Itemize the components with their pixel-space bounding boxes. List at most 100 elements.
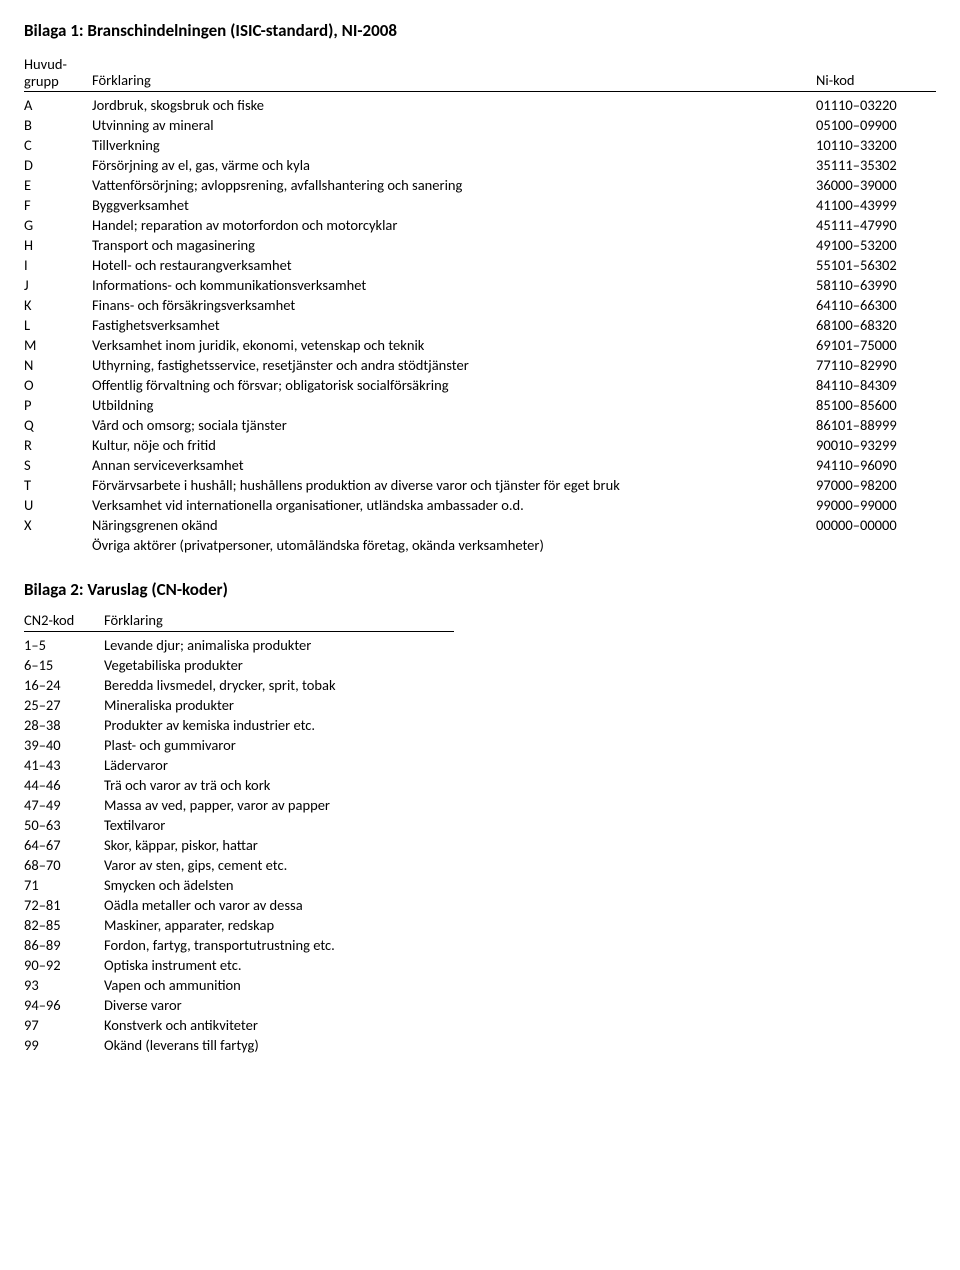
table-row: IHotell- och restaurangverksamhet55101–5… [24, 255, 936, 275]
bilaga2-code-cell: 28–38 [24, 715, 104, 735]
bilaga1-nikod-cell: 64110–66300 [816, 295, 936, 315]
table-row: 16–24Beredda livsmedel, drycker, sprit, … [24, 675, 454, 695]
bilaga1-desc-cell: Vattenförsörjning; avloppsrening, avfall… [92, 175, 816, 195]
table-row: 44–46Trä och varor av trä och kork [24, 775, 454, 795]
bilaga2-code-cell: 68–70 [24, 855, 104, 875]
table-row: 68–70Varor av sten, gips, cement etc. [24, 855, 454, 875]
bilaga1-code-cell: G [24, 215, 92, 235]
bilaga2-col1-header: CN2-kod [24, 610, 104, 632]
bilaga1-code-cell: D [24, 155, 92, 175]
table-row: RKultur, nöje och fritid90010–93299 [24, 435, 936, 455]
bilaga2-desc-cell: Textilvaror [104, 815, 454, 835]
bilaga1-code-cell [24, 535, 92, 555]
bilaga1-desc-cell: Fastighetsverksamhet [92, 315, 816, 335]
bilaga2-desc-cell: Vapen och ammunition [104, 975, 454, 995]
bilaga2-desc-cell: Levande djur; animaliska produkter [104, 632, 454, 656]
bilaga2-code-cell: 86–89 [24, 935, 104, 955]
bilaga1-col1-header: Huvud- grupp [24, 55, 92, 92]
bilaga2-desc-cell: Skor, käppar, piskor, hattar [104, 835, 454, 855]
table-row: 1–5Levande djur; animaliska produkter [24, 632, 454, 656]
bilaga2-desc-cell: Oädla metaller och varor av dessa [104, 895, 454, 915]
bilaga1-code-cell: B [24, 115, 92, 135]
bilaga1-desc-cell: Verksamhet vid internationella organisat… [92, 495, 816, 515]
bilaga1-nikod-cell: 86101–88999 [816, 415, 936, 435]
bilaga1-desc-cell: Övriga aktörer (privatpersoner, utomålän… [92, 535, 816, 555]
bilaga1-code-cell: F [24, 195, 92, 215]
table-row: 71Smycken och ädelsten [24, 875, 454, 895]
bilaga2-code-cell: 39–40 [24, 735, 104, 755]
bilaga1-nikod-cell: 49100–53200 [816, 235, 936, 255]
bilaga2-code-cell: 94–96 [24, 995, 104, 1015]
bilaga2-desc-cell: Varor av sten, gips, cement etc. [104, 855, 454, 875]
bilaga1-nikod-cell: 05100–09900 [816, 115, 936, 135]
bilaga1-nikod-cell: 45111–47990 [816, 215, 936, 235]
bilaga1-col1-header-line2: grupp [24, 72, 59, 90]
bilaga1-code-cell: M [24, 335, 92, 355]
bilaga1-nikod-cell: 90010–93299 [816, 435, 936, 455]
bilaga1-desc-cell: Hotell- och restaurangverksamhet [92, 255, 816, 275]
bilaga1-nikod-cell: 35111–35302 [816, 155, 936, 175]
bilaga1-code-cell: A [24, 92, 92, 116]
bilaga2-desc-cell: Diverse varor [104, 995, 454, 1015]
bilaga2-desc-cell: Okänd (leverans till fartyg) [104, 1035, 454, 1055]
bilaga2-code-cell: 50–63 [24, 815, 104, 835]
bilaga1-col3-header: Ni-kod [816, 55, 936, 92]
bilaga2-desc-cell: Massa av ved, papper, varor av papper [104, 795, 454, 815]
bilaga1-code-cell: X [24, 515, 92, 535]
table-row: 25–27Mineraliska produkter [24, 695, 454, 715]
bilaga2-title: Bilaga 2: Varuslag (CN-koder) [24, 579, 936, 600]
bilaga1-code-cell: U [24, 495, 92, 515]
bilaga2-code-cell: 1–5 [24, 632, 104, 656]
table-row: KFinans- och försäkringsverksamhet64110–… [24, 295, 936, 315]
bilaga1-code-cell: P [24, 395, 92, 415]
bilaga1-code-cell: L [24, 315, 92, 335]
bilaga1-desc-cell: Byggverksamhet [92, 195, 816, 215]
bilaga2-desc-cell: Beredda livsmedel, drycker, sprit, tobak [104, 675, 454, 695]
table-row: GHandel; reparation av motorfordon och m… [24, 215, 936, 235]
bilaga1-desc-cell: Försörjning av el, gas, värme och kyla [92, 155, 816, 175]
bilaga2-desc-cell: Plast- och gummivaror [104, 735, 454, 755]
bilaga1-desc-cell: Finans- och försäkringsverksamhet [92, 295, 816, 315]
bilaga2-desc-cell: Konstverk och antikviteter [104, 1015, 454, 1035]
bilaga2-desc-cell: Produkter av kemiska industrier etc. [104, 715, 454, 735]
table-row: 41–43Lädervaror [24, 755, 454, 775]
bilaga1-code-cell: Q [24, 415, 92, 435]
bilaga1-code-cell: O [24, 375, 92, 395]
bilaga2-desc-cell: Vegetabiliska produkter [104, 655, 454, 675]
bilaga1-desc-cell: Vård och omsorg; sociala tjänster [92, 415, 816, 435]
bilaga1-desc-cell: Tillverkning [92, 135, 816, 155]
bilaga2-desc-cell: Fordon, fartyg, transportutrustning etc. [104, 935, 454, 955]
bilaga1-code-cell: K [24, 295, 92, 315]
bilaga1-desc-cell: Näringsgrenen okänd [92, 515, 816, 535]
table-row: FByggverksamhet41100–43999 [24, 195, 936, 215]
bilaga1-nikod-cell: 69101–75000 [816, 335, 936, 355]
bilaga1-desc-cell: Transport och magasinering [92, 235, 816, 255]
bilaga1-code-cell: C [24, 135, 92, 155]
table-row: BUtvinning av mineral05100–09900 [24, 115, 936, 135]
table-row: 50–63Textilvaror [24, 815, 454, 835]
bilaga1-nikod-cell: 99000–99000 [816, 495, 936, 515]
table-row: DFörsörjning av el, gas, värme och kyla3… [24, 155, 936, 175]
bilaga1-nikod-cell: 85100–85600 [816, 395, 936, 415]
bilaga1-nikod-cell: 01110–03220 [816, 92, 936, 116]
bilaga2-code-cell: 25–27 [24, 695, 104, 715]
bilaga1-code-cell: J [24, 275, 92, 295]
bilaga1-title: Bilaga 1: Branschindelningen (ISIC-stand… [24, 20, 936, 41]
table-row: 93Vapen och ammunition [24, 975, 454, 995]
bilaga2-code-cell: 71 [24, 875, 104, 895]
table-row: 64–67Skor, käppar, piskor, hattar [24, 835, 454, 855]
bilaga1-nikod-cell: 00000–00000 [816, 515, 936, 535]
table-row: 90–92Optiska instrument etc. [24, 955, 454, 975]
table-row: 72–81Oädla metaller och varor av dessa [24, 895, 454, 915]
table-row: SAnnan serviceverksamhet94110–96090 [24, 455, 936, 475]
table-row: 39–40Plast- och gummivaror [24, 735, 454, 755]
table-row: JInformations- och kommunikationsverksam… [24, 275, 936, 295]
bilaga1-desc-cell: Informations- och kommunikationsverksamh… [92, 275, 816, 295]
table-row: 97Konstverk och antikviteter [24, 1015, 454, 1035]
bilaga1-table: Huvud- grupp Förklaring Ni-kod AJordbruk… [24, 55, 936, 555]
table-row: LFastighetsverksamhet68100–68320 [24, 315, 936, 335]
bilaga1-code-cell: H [24, 235, 92, 255]
bilaga1-nikod-cell: 41100–43999 [816, 195, 936, 215]
bilaga1-desc-cell: Kultur, nöje och fritid [92, 435, 816, 455]
bilaga2-desc-cell: Mineraliska produkter [104, 695, 454, 715]
